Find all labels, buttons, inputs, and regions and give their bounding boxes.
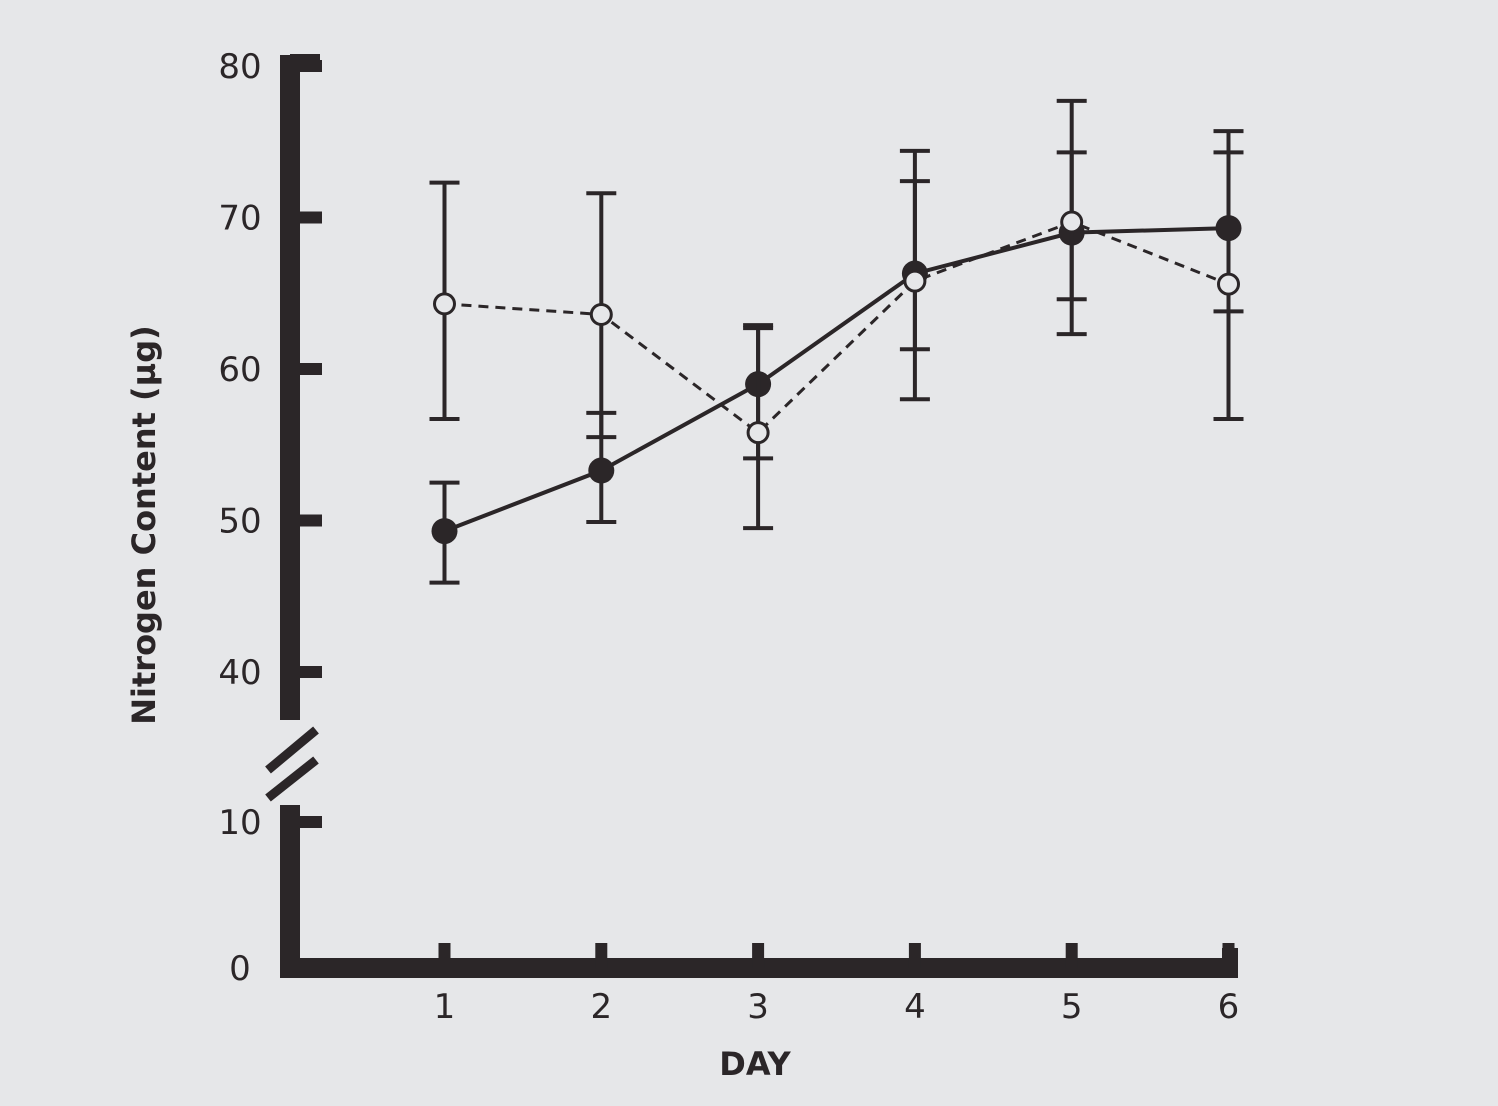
x-tick-label: 1 bbox=[434, 987, 456, 1027]
y-axis-title: Nitrogen Content (µg) bbox=[125, 325, 163, 725]
x-tick-label: 3 bbox=[747, 987, 769, 1027]
y-tick-label: 40 bbox=[218, 653, 261, 693]
y-tick-label: 60 bbox=[218, 350, 261, 390]
data-point bbox=[903, 269, 927, 293]
data-point bbox=[746, 421, 770, 445]
y-tick-label: 50 bbox=[218, 502, 261, 542]
x-tick-label: 5 bbox=[1061, 987, 1083, 1027]
y-tick-label: 70 bbox=[218, 199, 261, 239]
data-point bbox=[431, 518, 458, 545]
data-point bbox=[1060, 210, 1084, 234]
x-tick-label: 4 bbox=[904, 987, 926, 1027]
data-point bbox=[588, 457, 615, 484]
series-line bbox=[443, 226, 1229, 533]
x-axis-title: DAY bbox=[719, 1045, 791, 1083]
series-line bbox=[444, 220, 1230, 435]
data-point bbox=[1217, 272, 1240, 296]
axis-break-mark bbox=[265, 726, 319, 774]
y-tick-label: 10 bbox=[218, 803, 261, 843]
data-point bbox=[589, 302, 613, 326]
x-tick-label: 2 bbox=[590, 987, 612, 1027]
series-solid bbox=[429, 98, 1244, 585]
y-tick-label: 0 bbox=[229, 949, 251, 989]
axis-break-mark bbox=[265, 756, 319, 802]
series-dashed bbox=[429, 150, 1244, 461]
x-tick-label: 6 bbox=[1218, 987, 1240, 1027]
y-tick-label: 80 bbox=[218, 47, 261, 87]
data-point bbox=[433, 292, 456, 316]
